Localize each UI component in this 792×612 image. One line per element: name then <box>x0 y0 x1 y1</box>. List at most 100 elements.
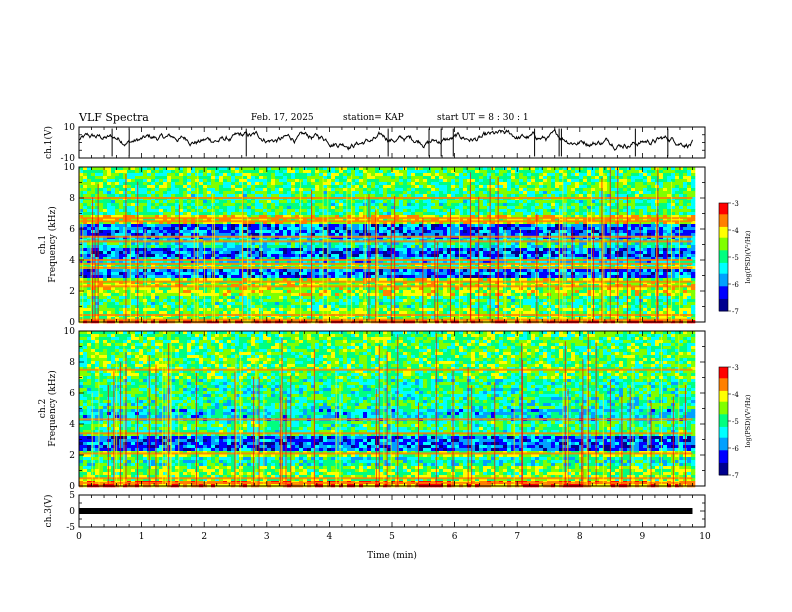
spectrogram-cell <box>151 221 156 225</box>
spectrogram-cell <box>247 203 252 207</box>
spectrogram-cell <box>463 245 468 249</box>
spectrogram-cell <box>407 191 412 195</box>
spectrogram-cell <box>139 188 144 192</box>
spectrogram-cell <box>595 260 600 264</box>
spectrogram-cell <box>151 182 156 186</box>
spectrogram-cell <box>359 203 364 207</box>
spectrogram-cell <box>379 215 384 219</box>
spectrogram-cell <box>379 176 384 180</box>
spectrogram-cell <box>207 260 212 264</box>
spectrogram-cell <box>299 254 304 258</box>
spectrogram-cell <box>227 218 232 222</box>
spectrogram-cell <box>263 170 268 174</box>
spectrogram-cell <box>555 242 560 246</box>
spectrogram-cell <box>159 182 164 186</box>
spectrogram-cell <box>359 212 364 216</box>
spectrogram-cell <box>127 248 132 252</box>
spectrogram-cell <box>651 173 656 177</box>
spectrogram-cell <box>523 242 528 246</box>
spectrogram-cell <box>207 191 212 195</box>
spectrogram-cell <box>219 206 224 210</box>
spectrogram-cell <box>223 215 228 219</box>
spectrogram-cell <box>207 188 212 192</box>
spectrogram-cell <box>667 251 672 255</box>
spectrogram-cell <box>319 218 324 222</box>
spectrogram-cell <box>315 191 320 195</box>
spectrogram-cell <box>571 251 576 255</box>
spectrogram-cell <box>403 191 408 195</box>
spectrogram-cell <box>415 230 420 234</box>
spectrogram-cell <box>267 221 272 225</box>
spectrogram-cell <box>187 179 192 183</box>
spectrogram-cell <box>387 221 392 225</box>
spectrogram-cell <box>83 215 88 219</box>
spectrogram-cell <box>647 209 652 213</box>
spectrogram-cell <box>239 251 244 255</box>
spectrogram-cell <box>579 170 584 174</box>
spectrogram-cell <box>287 230 292 234</box>
spectrogram-cell <box>123 227 128 231</box>
spectrogram-cell <box>211 188 216 192</box>
spectrogram-cell <box>443 251 448 255</box>
spectrogram-cell <box>159 194 164 198</box>
spectrogram-cell <box>227 260 232 264</box>
spectrogram-cell <box>299 260 304 264</box>
spectrogram-cell <box>347 212 352 216</box>
spectrogram-cell <box>375 182 380 186</box>
spectrogram-cell <box>679 209 684 213</box>
spectrogram-cell <box>651 221 656 225</box>
spectrogram-cell <box>483 245 488 249</box>
spectrogram-cell <box>399 233 404 237</box>
spectrogram-cell <box>687 209 692 213</box>
spectrogram-cell <box>467 212 472 216</box>
spectrogram-cell <box>439 185 444 189</box>
spectrogram-cell <box>207 209 212 213</box>
spectrogram-cell <box>283 224 288 228</box>
spectrogram-cell <box>195 179 200 183</box>
spectrogram-cell <box>559 185 564 189</box>
spectrogram-cell <box>639 182 644 186</box>
spectrogram-cell <box>459 194 464 198</box>
spectrogram-cell <box>247 221 252 225</box>
spectrogram-cell <box>131 173 136 177</box>
spectrogram-cell <box>251 215 256 219</box>
spectrogram-cell <box>183 242 188 246</box>
spectrogram-cell <box>559 215 564 219</box>
spectrogram-cell <box>427 248 432 252</box>
spectrogram-cell <box>671 227 676 231</box>
spectrogram-cell <box>155 179 160 183</box>
spectrogram-cell <box>163 167 168 171</box>
spectrogram-cell <box>139 227 144 231</box>
spectrogram-cell <box>359 200 364 204</box>
spectrogram-cell <box>267 194 272 198</box>
spectrogram-cell <box>463 242 468 246</box>
spectrogram-cell <box>343 242 348 246</box>
spectrogram-cell <box>239 185 244 189</box>
spectrogram-cell <box>623 176 628 180</box>
spectrogram-cell <box>687 176 692 180</box>
spectrogram-cell <box>199 170 204 174</box>
spectrogram-cell <box>323 170 328 174</box>
spectrogram-cell <box>363 188 368 192</box>
spectrogram-cell <box>151 248 156 252</box>
spectrogram-cell <box>491 185 496 189</box>
spectrogram-cell <box>459 251 464 255</box>
spectrogram-cell <box>599 227 604 231</box>
spectrogram-cell <box>271 254 276 258</box>
spectrogram-cell <box>579 248 584 252</box>
spectrogram-cell <box>415 257 420 261</box>
spectrogram-cell <box>327 185 332 189</box>
spectrogram-cell <box>511 206 516 210</box>
spectrogram-cell <box>459 191 464 195</box>
spectrogram-cell <box>219 215 224 219</box>
spectrogram-cell <box>639 251 644 255</box>
spectrogram-cell <box>323 242 328 246</box>
spectrogram-cell <box>343 209 348 213</box>
spectrogram-cell <box>555 167 560 171</box>
spectrogram-cell <box>463 230 468 234</box>
spectrogram-cell <box>159 254 164 258</box>
spectrogram-cell <box>459 254 464 258</box>
spectrogram-cell <box>519 251 524 255</box>
spectrogram-cell <box>587 173 592 177</box>
spectrogram-cell <box>687 251 692 255</box>
